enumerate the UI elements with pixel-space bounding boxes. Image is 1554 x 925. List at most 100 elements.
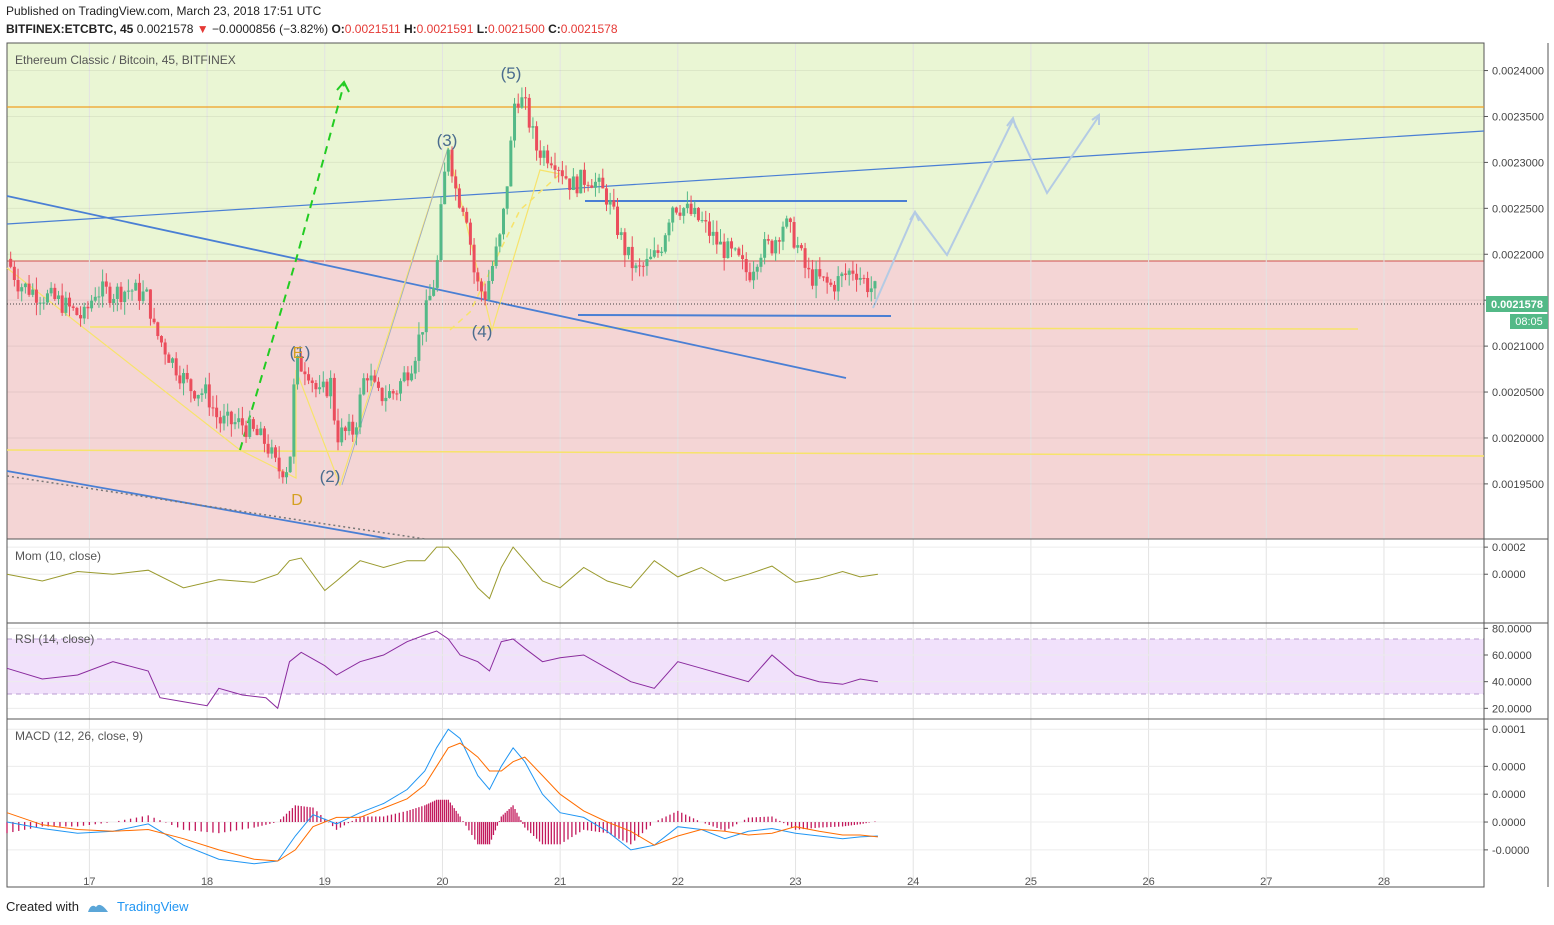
y-tick-label: 0.0019500	[1492, 479, 1544, 491]
candle-body	[277, 457, 281, 472]
wave-path	[6, 145, 561, 487]
y-tick-label: 0.0022000	[1492, 249, 1544, 261]
candle-body	[770, 240, 774, 254]
countdown-badge-text: 08:05	[1515, 316, 1543, 328]
candle-body	[406, 372, 410, 381]
projection-path	[872, 115, 1100, 309]
y-tick-label: 0.0001	[1492, 724, 1526, 736]
momentum-line	[6, 546, 878, 600]
candle-body	[310, 380, 314, 383]
candle-body	[873, 281, 877, 289]
candle-body	[667, 222, 671, 236]
candle-body	[53, 287, 57, 299]
candle-body	[678, 212, 682, 216]
chart-area[interactable]: (1) E (2) D (3) (4) (5) Ethereum Classic…	[0, 40, 1554, 890]
candle-body	[31, 289, 35, 295]
candle-body	[840, 273, 844, 277]
candle-body	[700, 220, 704, 222]
candle-body	[215, 407, 219, 418]
candle-body	[159, 336, 163, 343]
open-value: 0.0021511	[344, 22, 401, 36]
candle-body	[641, 265, 645, 267]
tradingview-link[interactable]: TradingView	[116, 899, 189, 914]
x-tick-label: 17	[83, 876, 95, 888]
candle-body	[520, 97, 524, 108]
candle-body	[112, 298, 116, 304]
candle-body	[752, 271, 756, 281]
point-e-label: E	[293, 345, 304, 362]
candle-body	[796, 245, 800, 248]
resistance-zone	[7, 43, 1484, 261]
low-value: 0.0021500	[488, 22, 545, 36]
last-price-badge: 0.0021578 08:05	[1486, 296, 1548, 329]
candle-body	[542, 150, 546, 158]
candle-body	[380, 387, 384, 402]
candle-body	[439, 204, 443, 260]
candle-body	[141, 291, 145, 301]
candle-body	[461, 207, 465, 212]
candle-body	[833, 284, 837, 292]
candle-body	[134, 282, 138, 291]
green-arrow-icon	[336, 80, 350, 93]
candle-body	[730, 241, 734, 249]
close-value: 0.0021578	[560, 22, 618, 36]
candle-body	[200, 393, 204, 395]
candle-body	[255, 428, 259, 436]
y-tick-label: 0.0002	[1492, 542, 1526, 554]
candle-body	[685, 203, 689, 209]
candle-body	[303, 371, 307, 375]
candle-body	[759, 257, 763, 267]
down-arrow-icon: ▼	[196, 22, 209, 36]
candle-body	[535, 126, 539, 151]
candle-body	[524, 97, 528, 99]
candle-body	[652, 250, 656, 257]
candle-body	[660, 251, 664, 253]
candle-body	[825, 276, 829, 283]
x-tick-label: 22	[672, 876, 684, 888]
candle-body	[656, 250, 660, 253]
candle-body	[189, 379, 193, 392]
candle-body	[376, 381, 380, 388]
candle-body	[737, 248, 741, 256]
candle-body	[185, 372, 189, 380]
candle-body	[818, 269, 822, 277]
candle-body	[60, 295, 64, 313]
candle-body	[343, 427, 347, 432]
candle-body	[347, 421, 351, 432]
candle-body	[178, 375, 182, 384]
proj-arrow-1-icon	[909, 209, 920, 222]
last-price-badge-text: 0.0021578	[1491, 299, 1543, 311]
candle-body	[196, 394, 200, 399]
candle-body	[608, 200, 612, 205]
y-tick-label: 80.0000	[1492, 623, 1532, 635]
y-tick-label: 0.0024000	[1492, 66, 1544, 78]
macd-pane-title: MACD (12, 26, close, 9)	[15, 729, 143, 743]
candle-body	[424, 300, 428, 333]
candle-body	[803, 248, 807, 268]
candle-body	[560, 170, 564, 177]
candle-body	[45, 293, 49, 303]
candle-body	[174, 358, 178, 376]
candle-body	[90, 300, 94, 309]
candle-body	[340, 427, 344, 443]
y-tick-label: 0.0020500	[1492, 387, 1544, 399]
x-tick-label: 26	[1142, 876, 1154, 888]
candle-body	[336, 420, 340, 443]
x-tick-label: 23	[789, 876, 801, 888]
candle-body	[748, 272, 752, 281]
candle-body	[457, 188, 461, 208]
candle-body	[527, 97, 531, 128]
candle-body	[649, 256, 653, 260]
candle-body	[432, 287, 436, 296]
x-tick-label: 20	[436, 876, 448, 888]
candle-body	[358, 394, 362, 428]
candle-body	[402, 372, 406, 382]
candle-body	[193, 391, 197, 399]
candle-body	[101, 281, 105, 297]
candle-body	[222, 415, 226, 424]
candle-body	[56, 295, 60, 299]
x-tick-label: 18	[201, 876, 213, 888]
candle-body	[23, 283, 27, 288]
x-tick-label: 25	[1025, 876, 1037, 888]
candle-body	[634, 265, 638, 269]
